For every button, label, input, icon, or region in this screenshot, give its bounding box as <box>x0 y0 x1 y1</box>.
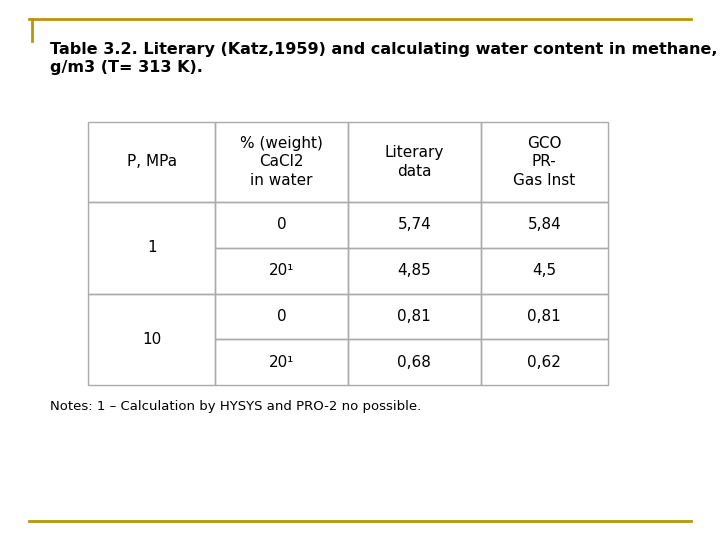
Bar <box>348 122 481 202</box>
Bar <box>88 122 215 202</box>
Text: 1: 1 <box>147 240 156 255</box>
Bar <box>481 122 608 202</box>
Text: 0,81: 0,81 <box>528 309 561 324</box>
Text: Literary
data: Literary data <box>384 145 444 179</box>
Text: 0,62: 0,62 <box>527 355 561 369</box>
Text: % (weight)
CaCl2
in water: % (weight) CaCl2 in water <box>240 136 323 188</box>
Text: 0: 0 <box>277 218 287 232</box>
Bar <box>481 339 608 385</box>
Bar <box>215 202 348 248</box>
Bar <box>88 202 215 294</box>
Bar <box>481 294 608 339</box>
Bar <box>215 294 348 339</box>
Text: g/m3 (T= 313 K).: g/m3 (T= 313 K). <box>50 60 203 75</box>
Bar <box>348 339 481 385</box>
Text: 0,81: 0,81 <box>397 309 431 324</box>
Text: GCO
PR-
Gas Inst: GCO PR- Gas Inst <box>513 136 575 188</box>
Bar <box>348 294 481 339</box>
Bar <box>348 248 481 294</box>
Text: P, MPa: P, MPa <box>127 154 177 170</box>
Text: 20¹: 20¹ <box>269 355 294 369</box>
Text: 5,74: 5,74 <box>397 218 431 232</box>
Text: 0: 0 <box>277 309 287 324</box>
Text: Notes: 1 – Calculation by HYSYS and PRO-2 no possible.: Notes: 1 – Calculation by HYSYS and PRO-… <box>50 400 421 413</box>
Bar <box>348 202 481 248</box>
Bar <box>88 294 215 385</box>
Text: 4,85: 4,85 <box>397 263 431 278</box>
Text: 5,84: 5,84 <box>528 218 561 232</box>
Bar <box>481 248 608 294</box>
Bar <box>215 122 348 202</box>
Bar <box>215 339 348 385</box>
Text: 4,5: 4,5 <box>532 263 557 278</box>
Text: 20¹: 20¹ <box>269 263 294 278</box>
Text: Table 3.2. Literary (Katz,1959) and calculating water content in methane,: Table 3.2. Literary (Katz,1959) and calc… <box>50 42 718 57</box>
Text: 10: 10 <box>142 332 161 347</box>
Bar <box>481 202 608 248</box>
Bar <box>215 248 348 294</box>
Text: 0,68: 0,68 <box>397 355 431 369</box>
